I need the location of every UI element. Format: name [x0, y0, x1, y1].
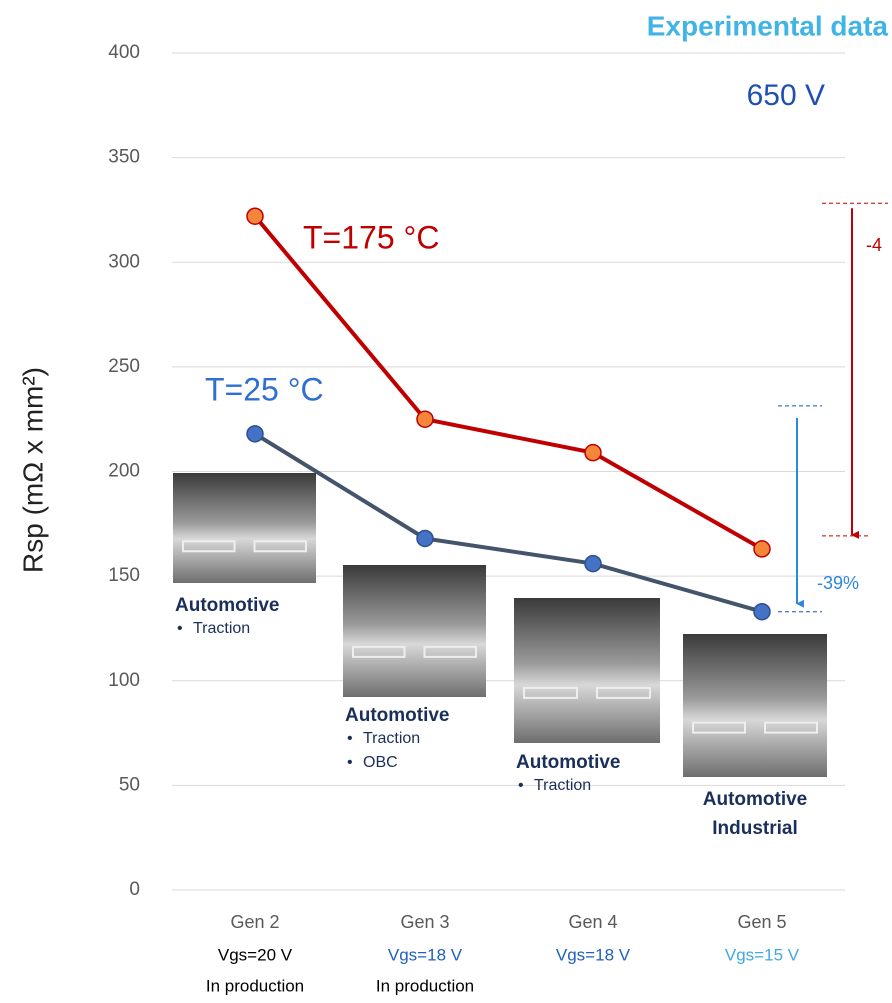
y-tick-label: 300 — [108, 251, 140, 272]
reduction-label: -39% — [817, 573, 859, 593]
sem-image — [514, 598, 660, 743]
y-tick-label: 50 — [119, 774, 140, 795]
series-line — [253, 432, 763, 614]
y-tick-label: 350 — [108, 147, 140, 168]
data-point — [584, 554, 602, 573]
series-label: T=25 °C — [205, 371, 324, 407]
category-note: Vgs=18 V — [556, 945, 631, 964]
sem-trench — [253, 540, 307, 553]
series-label: T=175 °C — [303, 219, 439, 255]
title: Experimental data — [647, 10, 889, 41]
application-bullet: Traction — [193, 620, 250, 637]
data-point — [246, 207, 264, 225]
category-note: In production — [376, 976, 474, 995]
data-point — [584, 443, 602, 462]
series-line — [253, 214, 763, 551]
data-point — [416, 410, 434, 428]
sem-trench — [523, 686, 578, 699]
y-tick-label: 200 — [108, 461, 140, 482]
subtitle: 650 V — [747, 79, 825, 112]
y-tick-label: 150 — [108, 565, 140, 586]
sem-trench — [182, 540, 236, 553]
application-title: Automotive — [175, 595, 280, 616]
y-tick-label: 400 — [108, 42, 140, 63]
sem-image — [683, 634, 827, 777]
bullet-dot: • — [347, 754, 353, 771]
application-title: Automotive — [516, 752, 621, 773]
sem-trench — [596, 686, 651, 699]
data-point — [246, 425, 264, 443]
bullet-dot: • — [177, 620, 183, 637]
data-point — [416, 529, 434, 548]
x-tick-label: Gen 3 — [400, 912, 449, 932]
application-title: Industrial — [712, 818, 798, 839]
x-tick-label: Gen 5 — [737, 912, 786, 932]
application-bullet: Traction — [363, 730, 420, 747]
x-tick-label: Gen 4 — [568, 912, 617, 932]
y-tick-label: 0 — [129, 879, 140, 900]
application-title: Automotive — [703, 789, 808, 810]
x-tick-label: Gen 2 — [230, 912, 279, 932]
sem-trench — [352, 645, 406, 658]
application-title: Automotive — [345, 705, 450, 726]
reduction-label: -4 — [866, 235, 882, 255]
bullet-dot: • — [518, 777, 524, 794]
bullet-dot: • — [347, 730, 353, 747]
sem-trench — [764, 721, 818, 734]
sem-image — [173, 473, 316, 583]
y-tick-label: 250 — [108, 356, 140, 377]
sem-trench — [692, 721, 746, 734]
application-bullet: Traction — [534, 777, 591, 794]
sem-image — [343, 565, 486, 697]
category-note: Vgs=15 V — [725, 945, 800, 964]
application-bullet: OBC — [363, 754, 398, 771]
category-note: In production — [206, 976, 304, 995]
y-tick-label: 100 — [108, 670, 140, 691]
data-point — [753, 602, 771, 621]
y-axis-label: Rsp (mΩ x mm²) — [17, 367, 48, 573]
sem-trench — [423, 645, 477, 658]
category-note: Vgs=18 V — [388, 945, 463, 964]
data-point — [753, 540, 771, 558]
category-note: Vgs=20 V — [218, 945, 293, 964]
